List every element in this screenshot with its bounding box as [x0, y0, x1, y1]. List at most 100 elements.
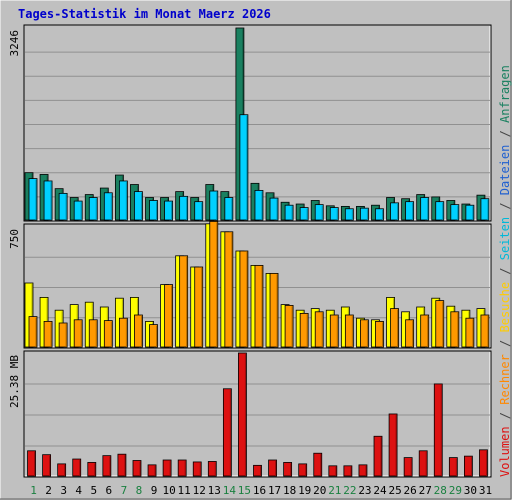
- bar-dateien-day-25: [390, 202, 399, 221]
- bar-volumen-day-1: [27, 450, 36, 477]
- legend-item-besuche: Besuche: [498, 282, 512, 340]
- bar-volumen-day-9: [147, 464, 157, 477]
- day-label-31: 31: [479, 484, 492, 497]
- bar-volumen-day-18: [283, 462, 293, 477]
- day-label-8: 8: [136, 484, 143, 497]
- bar-besuche-day-15: [239, 250, 249, 348]
- bar-besuche-day-3: [58, 322, 68, 348]
- bar-besuche-day-12: [194, 266, 204, 348]
- day-label-10: 10: [162, 484, 175, 497]
- bar-dateien-day-10: [164, 200, 173, 221]
- legend-separator: /: [498, 130, 512, 144]
- day-label-12: 12: [193, 484, 206, 497]
- legend-separator: /: [498, 202, 512, 216]
- bar-volumen-day-30: [464, 455, 473, 477]
- bar-dateien-day-13: [209, 190, 219, 221]
- bar-volumen-day-27: [418, 450, 428, 477]
- day-label-18: 18: [283, 484, 296, 497]
- bar-dateien-day-12: [194, 201, 204, 221]
- series-dateien: [28, 114, 490, 221]
- bar-besuche-day-26: [405, 319, 415, 348]
- day-label-17: 17: [268, 484, 281, 497]
- bar-volumen-day-10: [162, 459, 172, 477]
- bar-volumen-day-21: [328, 465, 338, 477]
- y-max-label: 25.38 MB: [8, 355, 21, 408]
- bar-dateien-day-20: [314, 204, 324, 221]
- day-label-13: 13: [208, 484, 221, 497]
- day-label-11: 11: [178, 484, 191, 497]
- bar-besuche-day-21: [329, 314, 339, 348]
- day-label-9: 9: [151, 484, 158, 497]
- bar-dateien-day-22: [344, 208, 354, 221]
- bar-volumen-day-20: [313, 452, 323, 477]
- bar-dateien-day-16: [254, 190, 264, 221]
- bar-volumen-day-14: [222, 388, 232, 477]
- bar-besuche-day-7: [118, 317, 128, 348]
- bar-besuche-day-10: [164, 284, 173, 348]
- day-label-21: 21: [328, 484, 341, 497]
- bar-volumen-day-7: [117, 453, 127, 477]
- bar-dateien-day-11: [179, 195, 189, 221]
- y-max-label: 3246: [8, 30, 21, 57]
- day-label-26: 26: [404, 484, 417, 497]
- panel-frame: [23, 350, 492, 478]
- bar-besuche-day-28: [435, 300, 445, 348]
- bar-dateien-day-18: [284, 204, 294, 221]
- bar-besuche-day-22: [344, 314, 354, 348]
- bar-dateien-day-9: [149, 200, 158, 221]
- bar-besuche-day-20: [314, 311, 324, 348]
- legend-separator: /: [498, 340, 512, 354]
- bar-volumen-day-25: [388, 413, 398, 477]
- bar-volumen-day-13: [207, 461, 217, 477]
- bar-volumen-day-31: [479, 449, 488, 477]
- day-label-4: 4: [75, 484, 82, 497]
- bar-besuche-day-24: [375, 320, 384, 348]
- legend-item-volumen: Volumen: [498, 426, 512, 477]
- day-label-5: 5: [90, 484, 97, 497]
- bar-dateien-day-28: [435, 201, 445, 221]
- bar-dateien-day-29: [450, 204, 460, 221]
- legend-separator: /: [498, 267, 512, 281]
- day-label-25: 25: [388, 484, 401, 497]
- bar-dateien-day-26: [405, 201, 415, 221]
- panel-bottom: 25.38 MB: [8, 350, 492, 478]
- bar-dateien-day-31: [480, 198, 490, 221]
- bar-besuche-day-11: [179, 255, 189, 348]
- right-legend: Volumen / Rechner / Besuche / Seiten / D…: [498, 65, 512, 477]
- bar-dateien-day-7: [118, 180, 128, 221]
- bar-dateien-day-30: [465, 204, 475, 221]
- y-max-label: 750: [8, 229, 21, 249]
- bar-dateien-day-3: [58, 192, 68, 221]
- bar-volumen-day-29: [448, 457, 458, 477]
- day-label-6: 6: [106, 484, 113, 497]
- bar-volumen-day-23: [358, 464, 368, 477]
- bar-dateien-day-21: [329, 207, 339, 221]
- panel-top: 3246: [8, 24, 492, 222]
- bar-volumen-day-19: [298, 463, 308, 477]
- bar-volumen-day-17: [268, 459, 277, 477]
- bar-volumen-day-2: [42, 454, 51, 477]
- bar-besuche-day-16: [254, 264, 264, 348]
- day-label-15: 15: [238, 484, 251, 497]
- bar-dateien-day-6: [103, 192, 113, 221]
- bar-besuche-day-19: [299, 312, 309, 348]
- day-label-1: 1: [30, 484, 37, 497]
- bar-besuche-day-17: [269, 272, 279, 348]
- day-label-28: 28: [434, 484, 447, 497]
- bar-besuche-day-14: [224, 231, 234, 348]
- legend-item-seiten: Seiten: [498, 217, 512, 268]
- day-label-3: 3: [60, 484, 67, 497]
- bar-dateien-day-1: [28, 178, 38, 221]
- bar-dateien-day-24: [375, 208, 384, 221]
- day-label-19: 19: [298, 484, 311, 497]
- day-label-20: 20: [313, 484, 326, 497]
- day-label-27: 27: [419, 484, 432, 497]
- bar-volumen-day-26: [403, 457, 413, 477]
- bar-dateien-day-27: [420, 197, 430, 221]
- bar-besuche-day-29: [450, 311, 460, 348]
- bar-dateien-day-23: [360, 207, 369, 221]
- bar-dateien-day-17: [269, 197, 279, 221]
- day-label-7: 7: [121, 484, 128, 497]
- bar-volumen-day-22: [343, 465, 353, 477]
